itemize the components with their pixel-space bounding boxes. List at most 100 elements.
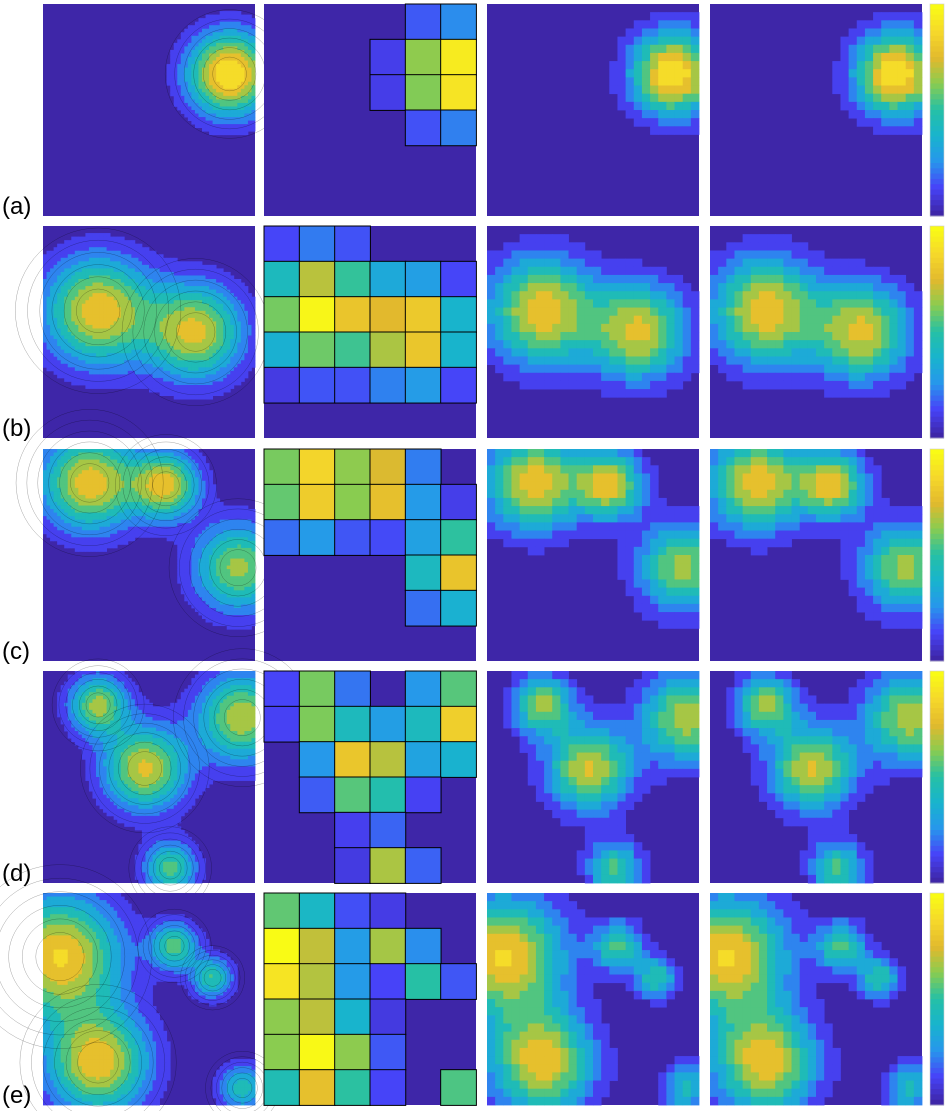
field-cell [593, 323, 602, 333]
field-cell [251, 117, 256, 121]
field-cell [633, 332, 643, 341]
field-cell [202, 113, 206, 118]
field-cell [807, 266, 817, 276]
field-cell [742, 291, 752, 300]
field-cell [103, 279, 107, 283]
field-cell [141, 459, 146, 464]
field-cell [223, 271, 228, 276]
field-cell [180, 385, 185, 389]
field-cell [180, 487, 185, 492]
field-cell [180, 49, 185, 54]
field-cell [191, 282, 196, 287]
field-cell [43, 282, 47, 287]
field-cell [187, 456, 192, 460]
field-cell [905, 118, 915, 127]
field-cell [57, 360, 62, 365]
field-cell [905, 332, 915, 341]
field-cell [856, 110, 866, 119]
field-cell [99, 385, 104, 389]
field-cell [131, 286, 136, 290]
field-cell [816, 364, 825, 374]
field-cell [163, 317, 168, 322]
field-cell [544, 258, 553, 268]
field-cell [742, 283, 752, 292]
field-cell [205, 120, 210, 125]
field-cell [601, 266, 610, 276]
field-cell [609, 77, 618, 86]
field-cell [85, 300, 90, 305]
field-cell [113, 328, 118, 333]
field-cell [560, 380, 569, 390]
field-cell [145, 339, 150, 343]
field-cell [64, 243, 69, 248]
field-cell [187, 67, 192, 72]
field-cell [690, 28, 700, 38]
field-cell [113, 466, 118, 471]
field-cell [230, 95, 235, 100]
field-cell [233, 92, 238, 97]
field-cell [180, 332, 185, 336]
field-cell [775, 242, 784, 251]
field-cell [184, 452, 189, 457]
field-cell [251, 321, 256, 326]
field-cell [816, 315, 825, 325]
field-cell [134, 377, 139, 382]
field-cell [92, 491, 97, 496]
field-cell [750, 283, 760, 292]
field-cell [889, 20, 898, 29]
field-cell [191, 99, 196, 104]
field-cell [127, 491, 132, 496]
field-cell [103, 286, 107, 290]
field-cell [103, 377, 107, 382]
field-cell [205, 275, 210, 280]
field-cell [117, 328, 122, 333]
field-cell [53, 463, 58, 468]
field-cell [219, 11, 224, 15]
field-cell [194, 46, 199, 51]
field-cell [191, 335, 196, 340]
field-cell [219, 377, 224, 382]
field-cell [666, 126, 675, 135]
field-cell [99, 335, 104, 340]
field-cell [78, 296, 83, 301]
field-cell [247, 339, 252, 343]
field-cell [177, 370, 182, 375]
field-cell [43, 317, 47, 322]
field-cell [156, 261, 160, 266]
field-cell [194, 102, 199, 107]
field-cell [674, 12, 684, 21]
field-cell [209, 381, 213, 386]
field-cell [593, 356, 602, 366]
field-cell [832, 340, 841, 349]
field-cell [127, 257, 132, 262]
field-cell [194, 328, 199, 333]
field-cell [593, 380, 602, 390]
field-cell [173, 487, 178, 492]
field-cell [194, 67, 199, 72]
field-cell [152, 463, 157, 468]
field-cell [53, 349, 58, 354]
field-cell [106, 275, 111, 280]
field-cell [156, 480, 160, 485]
field-cell [194, 117, 199, 121]
field-cell [96, 296, 100, 301]
field-cell [166, 494, 171, 499]
field-cell [244, 335, 249, 340]
field-cell [873, 61, 882, 70]
field-cell [593, 250, 602, 260]
field-cell [53, 473, 58, 478]
field-cell [650, 61, 659, 70]
field-cell [244, 349, 249, 354]
field-cell [113, 385, 118, 389]
field-cell [120, 303, 125, 308]
field-cell [131, 349, 136, 354]
field-cell [170, 388, 175, 393]
field-cell [674, 93, 684, 103]
field-cell [334, 296, 371, 333]
field-cell [237, 78, 242, 83]
field-cell [864, 332, 874, 341]
field-cell [856, 101, 866, 111]
field-cell [71, 261, 76, 266]
field-cell [625, 283, 635, 292]
field-cell [53, 264, 58, 269]
